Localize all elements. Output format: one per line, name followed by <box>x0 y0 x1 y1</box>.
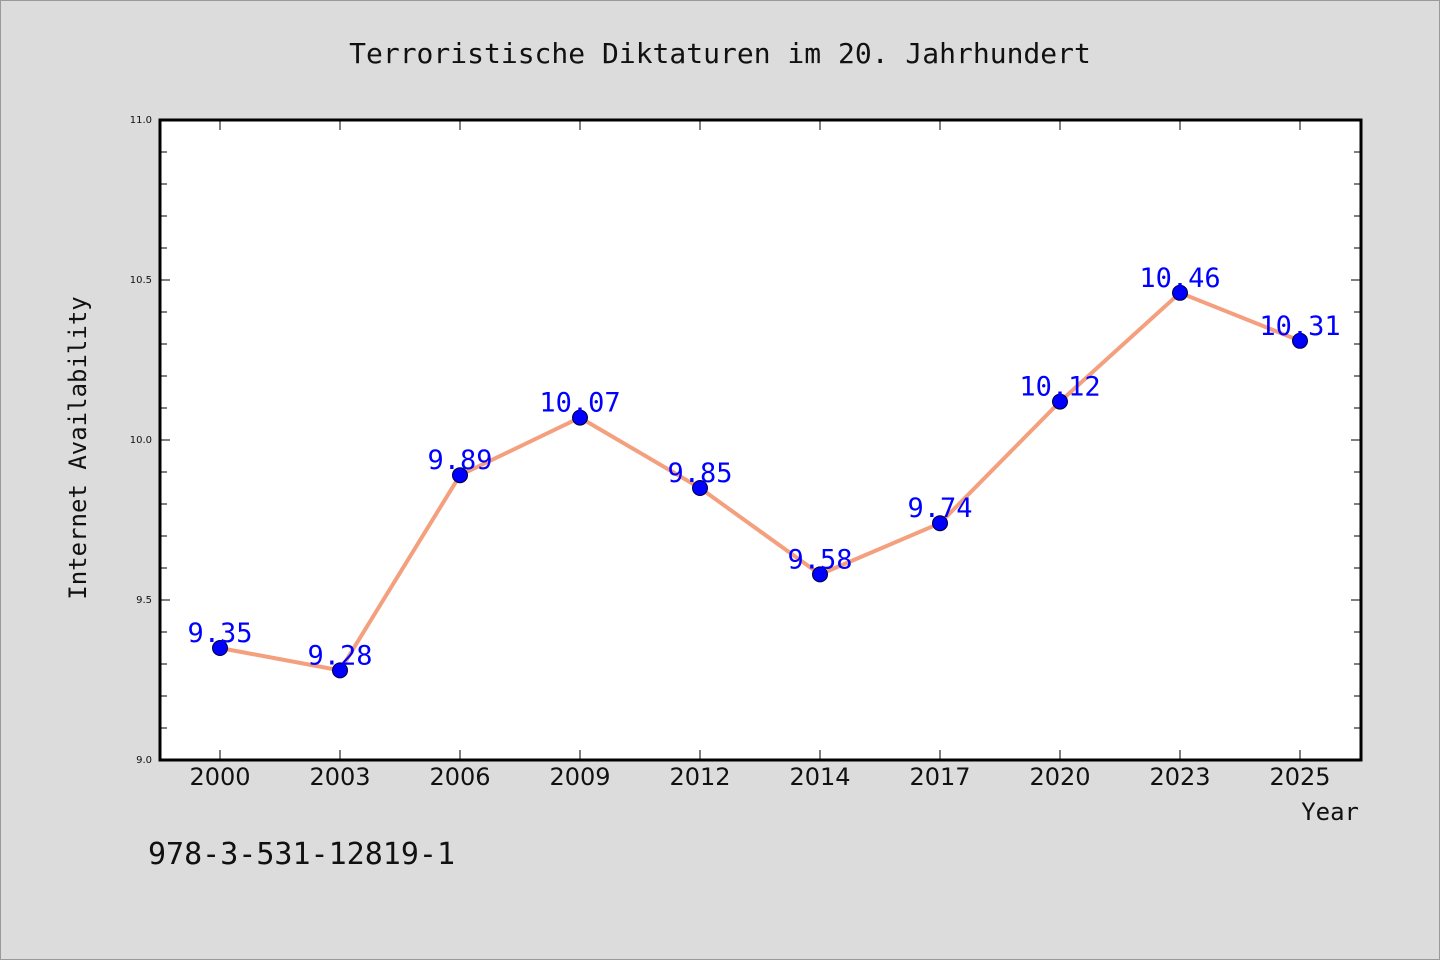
y-tick-label: 9.0 <box>136 755 152 766</box>
data-label: 10.12 <box>1019 372 1100 403</box>
chart-title: Terroristische Diktaturen im 20. Jahrhun… <box>349 37 1091 70</box>
data-label: 9.85 <box>667 458 732 489</box>
data-point <box>452 467 468 484</box>
x-tick-label: 2017 <box>909 763 970 791</box>
y-tick-label: 9.5 <box>136 595 152 606</box>
x-tick-label: 2012 <box>669 763 730 791</box>
data-point <box>812 566 828 583</box>
x-tick-label: 2006 <box>429 763 490 791</box>
x-tick-label: 2025 <box>1269 763 1330 791</box>
data-point <box>932 515 948 532</box>
x-tick-label: 2009 <box>549 763 610 791</box>
y-axis: 9.0 9.5 10.0 10.5 11.0 <box>130 115 1361 766</box>
y-tick-label: 11.0 <box>130 115 152 126</box>
data-label: 9.58 <box>787 544 852 575</box>
y-tick-label: 10.0 <box>130 435 152 446</box>
isbn-caption: 978-3-531-12819-1 <box>148 837 455 872</box>
data-label: 10.07 <box>539 388 620 419</box>
data-label: 9.28 <box>307 640 372 671</box>
data-point <box>1292 332 1308 349</box>
data-point <box>332 662 348 679</box>
data-point <box>692 480 708 496</box>
y-tick-label: 10.5 <box>130 275 152 286</box>
x-tick-label: 2014 <box>789 763 850 791</box>
data-label: 10.31 <box>1259 311 1340 342</box>
x-tick-label: 2020 <box>1029 763 1090 791</box>
data-label: 10.46 <box>1139 263 1220 294</box>
data-point <box>1172 284 1188 301</box>
series-group: 9.35 9.28 9.89 10.07 9.85 9.58 9.74 10.12 10.46 1… <box>187 263 1341 679</box>
series-line <box>219 290 1301 673</box>
x-axis: 2000 2003 2006 2009 2012 2014 2017 2020 2023 2025 <box>189 120 1331 791</box>
data-point <box>1052 393 1068 410</box>
x-tick-label: 2003 <box>309 763 370 791</box>
data-label: 9.89 <box>427 445 492 476</box>
y-axis-label: Internet Availability <box>64 296 92 599</box>
plot-area <box>158 118 1363 762</box>
x-tick-label: 2023 <box>1149 763 1210 791</box>
x-axis-label: Year <box>1301 798 1359 826</box>
data-label: 9.74 <box>907 493 972 524</box>
data-point <box>572 409 588 426</box>
data-point <box>212 640 228 656</box>
x-tick-label: 2000 <box>189 763 250 791</box>
data-label: 9.35 <box>187 618 252 649</box>
